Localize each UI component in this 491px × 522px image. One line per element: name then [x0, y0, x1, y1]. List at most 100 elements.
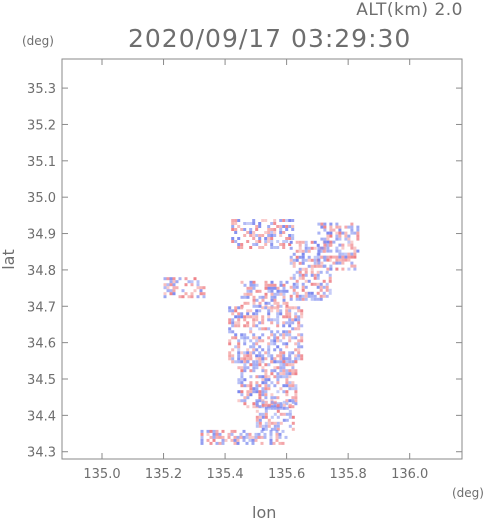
echo-cell: [294, 318, 298, 322]
echo-cell: [264, 240, 268, 243]
echo-cell: [304, 249, 308, 253]
echo-cell: [279, 351, 283, 355]
echo-cell: [267, 315, 271, 319]
echo-cell: [356, 228, 360, 232]
echo-cell: [285, 289, 289, 293]
echo-cell: [297, 318, 301, 322]
echo-cell: [270, 330, 274, 334]
echo-cell: [273, 396, 277, 400]
y-tick-label: 34.8: [27, 264, 56, 279]
echo-cell: [307, 279, 311, 283]
echo-cell: [279, 228, 283, 231]
echo-cell: [240, 351, 244, 355]
echo-cell: [243, 222, 247, 225]
echo-cell: [255, 348, 259, 352]
echo-cell: [319, 282, 323, 286]
echo-cell: [270, 427, 274, 431]
echo-cell: [279, 283, 283, 287]
echo-cell: [237, 219, 241, 222]
echo-cell: [234, 336, 238, 340]
echo-cell: [284, 435, 288, 439]
echo-cell: [289, 246, 293, 250]
echo-cell: [304, 246, 308, 250]
echo-cell: [292, 273, 296, 277]
echo-cell: [172, 280, 176, 284]
echo-cell: [255, 421, 259, 425]
echo-cell: [270, 405, 274, 409]
echo-cell: [288, 415, 292, 419]
echo-cell: [252, 321, 256, 325]
echo-cell: [218, 435, 222, 439]
echo-cell: [258, 399, 262, 403]
echo-layer: [163, 219, 360, 445]
echo-cell: [237, 246, 241, 249]
echo-cell: [261, 427, 265, 431]
echo-cell: [240, 336, 244, 340]
echo-cell: [288, 315, 292, 319]
echo-cell: [231, 219, 235, 222]
echo-cell: [196, 280, 200, 284]
echo-cell: [282, 295, 286, 299]
echo-cell: [338, 261, 342, 265]
echo-cell: [279, 333, 283, 337]
echo-cell: [326, 231, 330, 235]
echo-cell: [285, 381, 289, 385]
echo-cell: [323, 240, 327, 244]
echo-cell: [193, 289, 197, 293]
echo-cell: [252, 390, 256, 394]
echo-cell: [264, 301, 268, 305]
echo-cell: [200, 435, 204, 439]
echo-cell: [252, 369, 256, 373]
echo-cell: [282, 243, 286, 246]
echo-cell: [326, 255, 330, 259]
echo-cell: [353, 249, 357, 253]
echo-cell: [269, 435, 273, 439]
echo-cell: [285, 312, 289, 316]
echo-cell: [273, 406, 277, 410]
echo-cell: [285, 219, 289, 222]
echo-cell: [202, 295, 206, 299]
echo-cell: [282, 375, 286, 379]
echo-cell: [294, 348, 298, 352]
echo-cell: [316, 270, 320, 274]
echo-cell: [282, 286, 286, 290]
echo-cell: [261, 348, 265, 352]
echo-cell: [178, 295, 182, 299]
echo-cell: [285, 372, 289, 376]
echo-cell: [294, 387, 298, 391]
echo-cell: [317, 252, 321, 256]
observation-timestamp: 2020/09/17 03:29:30: [128, 24, 412, 53]
echo-cell: [231, 348, 235, 352]
echo-cell: [289, 285, 293, 289]
echo-cell: [258, 237, 262, 240]
echo-cell: [301, 261, 305, 265]
echo-cell: [326, 258, 330, 262]
echo-cell: [356, 225, 360, 229]
echo-cell: [288, 399, 292, 403]
echo-cell: [273, 219, 277, 222]
echo-cell: [261, 219, 265, 222]
echo-cell: [278, 441, 282, 445]
echo-cell: [282, 289, 286, 293]
echo-cell: [276, 312, 280, 316]
echo-cell: [317, 264, 321, 268]
echo-cell: [264, 421, 268, 425]
echo-cell: [301, 240, 305, 244]
echo-cell: [313, 240, 317, 244]
echo-cell: [261, 333, 265, 337]
echo-cell: [255, 315, 259, 319]
echo-cell: [237, 378, 241, 382]
echo-cell: [285, 390, 289, 394]
echo-cell: [240, 378, 244, 382]
echo-cell: [273, 295, 277, 299]
echo-cell: [267, 336, 271, 340]
echo-cell: [282, 324, 286, 328]
echo-cell: [261, 327, 265, 331]
echo-cell: [267, 228, 271, 231]
echo-cell: [252, 219, 256, 222]
echo-cell: [246, 312, 250, 316]
echo-cell: [304, 294, 308, 298]
echo-cell: [249, 384, 253, 388]
echo-cell: [294, 360, 298, 364]
echo-cell: [233, 438, 237, 442]
